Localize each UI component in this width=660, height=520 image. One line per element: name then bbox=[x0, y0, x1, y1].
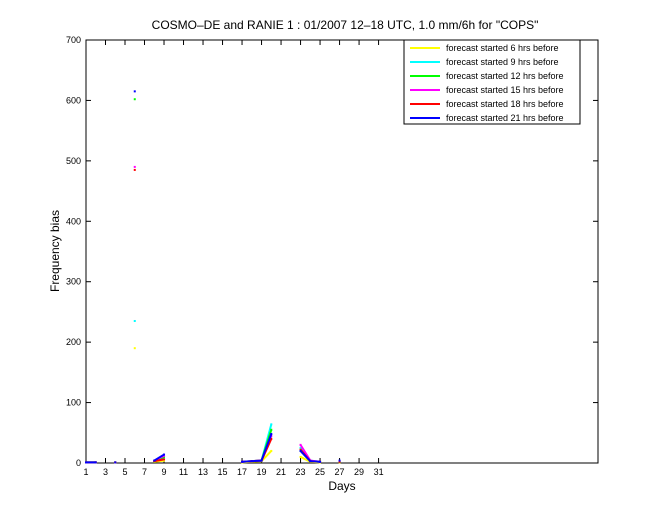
x-tick-label: 1 bbox=[83, 467, 88, 477]
data-point bbox=[85, 461, 87, 464]
data-point bbox=[270, 437, 273, 440]
x-tick-label: 27 bbox=[335, 467, 345, 477]
legend-label: forecast started 21 hrs before bbox=[446, 113, 564, 123]
data-point bbox=[299, 449, 302, 452]
data-point bbox=[309, 460, 312, 463]
data-point bbox=[270, 423, 273, 426]
legend-label: forecast started 15 hrs before bbox=[446, 85, 564, 95]
data-point bbox=[133, 90, 136, 93]
y-tick-label: 300 bbox=[66, 277, 81, 287]
data-point bbox=[299, 455, 302, 458]
y-tick-label: 200 bbox=[66, 337, 81, 347]
x-tick-label: 17 bbox=[237, 467, 247, 477]
series-segment bbox=[153, 453, 165, 462]
y-tick-label: 100 bbox=[66, 398, 81, 408]
data-point bbox=[133, 319, 136, 322]
data-point bbox=[270, 428, 273, 431]
x-axis-label: Days bbox=[328, 479, 355, 493]
data-point bbox=[250, 460, 253, 463]
x-tick-label: 3 bbox=[103, 467, 108, 477]
x-tick-label: 19 bbox=[257, 467, 267, 477]
series-segment bbox=[300, 456, 311, 463]
series-segment bbox=[299, 450, 312, 462]
data-point bbox=[133, 98, 136, 101]
series-segment bbox=[251, 459, 262, 463]
series-segment bbox=[310, 460, 321, 463]
y-tick-label: 0 bbox=[76, 458, 81, 468]
data-point bbox=[133, 168, 136, 171]
data-point bbox=[153, 459, 156, 462]
data-point bbox=[133, 347, 136, 350]
data-point bbox=[133, 165, 136, 168]
x-axis: 1 3 5 7 9 11 13 15 17 19 21 23 25 27 29 31 bbox=[83, 40, 384, 477]
x-tick-label: 13 bbox=[198, 467, 208, 477]
legend-box bbox=[403, 39, 581, 125]
data-point bbox=[163, 455, 166, 458]
data-point bbox=[319, 460, 322, 463]
x-tick-label: 9 bbox=[162, 467, 167, 477]
y-tick-label: 700 bbox=[66, 35, 81, 45]
legend-label: forecast started 6 hrs before bbox=[446, 43, 559, 53]
data-point bbox=[163, 458, 166, 461]
legend-label: forecast started 9 hrs before bbox=[446, 57, 559, 67]
y-tick-label: 600 bbox=[66, 95, 81, 105]
data-point bbox=[299, 443, 302, 446]
x-tick-label: 7 bbox=[142, 467, 147, 477]
series-segment bbox=[154, 458, 165, 463]
data-point bbox=[338, 459, 341, 462]
series-segment bbox=[260, 450, 273, 462]
data-point bbox=[260, 459, 263, 462]
data-point bbox=[163, 457, 166, 460]
series-6 bbox=[85, 90, 341, 464]
data-point bbox=[163, 453, 166, 456]
data-point bbox=[299, 448, 302, 451]
y-axis-label: Frequency bias bbox=[48, 210, 62, 292]
data-point bbox=[163, 454, 166, 457]
data-point bbox=[270, 449, 273, 452]
data-point bbox=[94, 461, 97, 464]
data-point bbox=[270, 432, 273, 435]
y-tick-label: 500 bbox=[66, 156, 81, 166]
x-tick-label: 29 bbox=[354, 467, 364, 477]
x-tick-label: 23 bbox=[296, 467, 306, 477]
x-tick-label: 5 bbox=[123, 467, 128, 477]
data-point bbox=[114, 461, 117, 464]
series-segment bbox=[241, 460, 252, 463]
legend-label: forecast started 12 hrs before bbox=[446, 71, 564, 81]
data-point bbox=[163, 459, 166, 462]
x-tick-label: 11 bbox=[179, 467, 188, 477]
series-layer bbox=[85, 90, 341, 464]
legend-label: forecast started 18 hrs before bbox=[446, 99, 564, 109]
x-tick-label: 21 bbox=[276, 467, 286, 477]
data-point bbox=[241, 460, 244, 463]
x-tick-label: 31 bbox=[374, 467, 384, 477]
chart-title: COSMO–DE and RANIE 1 : 01/2007 12–18 UTC… bbox=[152, 18, 539, 32]
data-point bbox=[338, 460, 341, 463]
x-tick-label: 15 bbox=[218, 467, 228, 477]
legend: forecast started 6 hrs before forecast st… bbox=[403, 39, 581, 125]
data-point bbox=[299, 446, 302, 449]
x-tick-label: 25 bbox=[315, 467, 325, 477]
series-segment bbox=[260, 433, 273, 461]
y-tick-label: 400 bbox=[66, 216, 81, 226]
